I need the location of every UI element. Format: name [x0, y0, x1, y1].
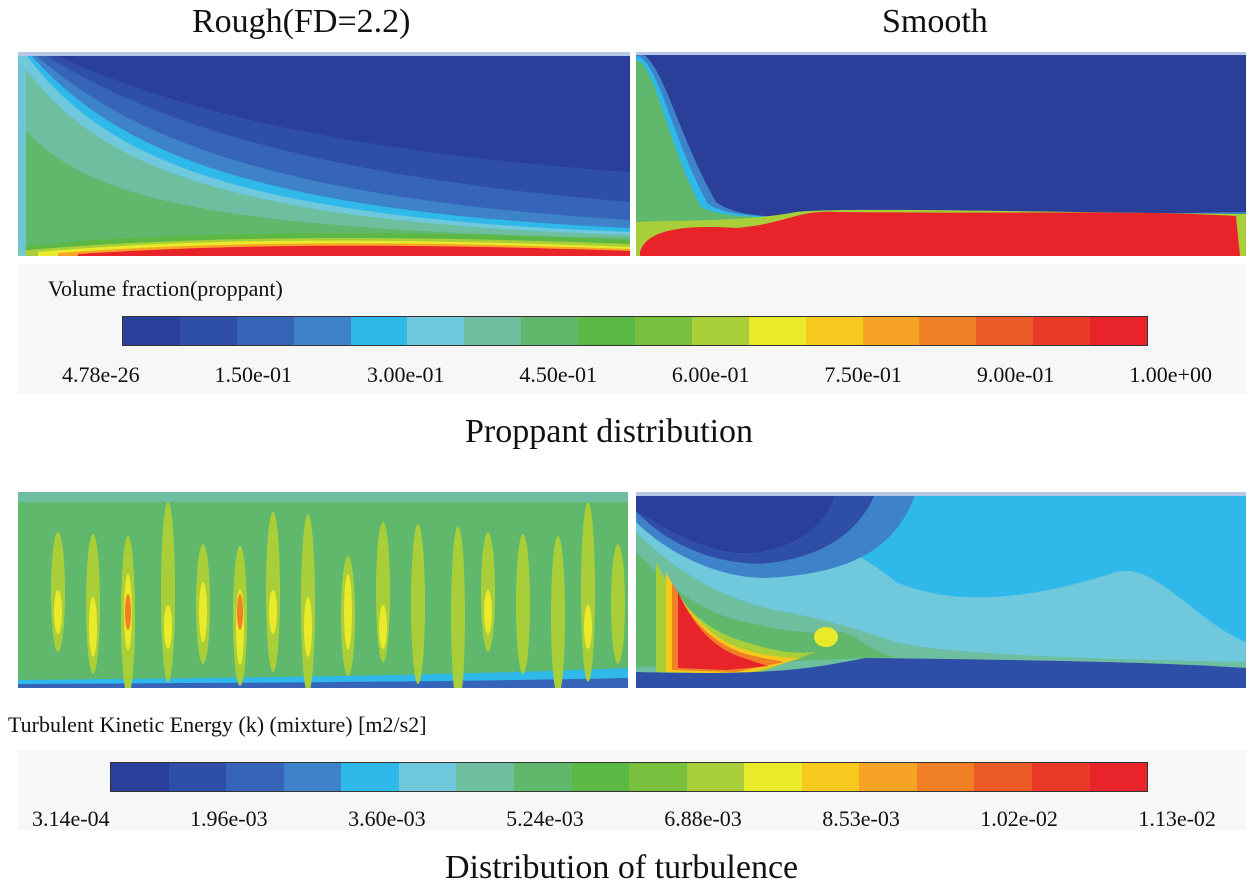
- rough-title: Rough(FD=2.2): [192, 3, 411, 40]
- turbulence-streak-core: [269, 590, 277, 634]
- colorbar-segment: [513, 763, 572, 791]
- turbulence-streak-core: [199, 582, 207, 642]
- colorbar-segment: [350, 317, 408, 345]
- turbulence-section-title: Distribution of turbulence: [445, 849, 799, 886]
- turbulence-streak-core: [344, 574, 352, 650]
- colorbar-segment: [805, 317, 863, 345]
- tick-label: 6.00e-01: [671, 362, 750, 387]
- proppant-colorbar: [122, 316, 1148, 346]
- proppant-section-title: Proppant distribution: [465, 413, 754, 450]
- colorbar-segment: [748, 317, 806, 345]
- turbulence-streak-hot: [237, 594, 243, 630]
- colorbar-segment: [744, 763, 802, 791]
- colorbar-segment: [398, 763, 457, 791]
- colorbar-segment: [916, 763, 975, 791]
- tick-label: 8.53e-03: [822, 806, 900, 831]
- turbulence-streak: [551, 536, 565, 688]
- colorbar-segment: [123, 317, 180, 345]
- turbulence-streak-core: [484, 590, 492, 634]
- tick-label: 6.88e-03: [664, 806, 742, 831]
- colorbar-segment: [341, 763, 399, 791]
- colorbar-segment: [168, 763, 227, 791]
- turbulence-rough-contour: [18, 492, 628, 688]
- turbulence-colorbar-ticks: 3.14e-04 1.96e-03 3.60e-03 5.24e-03 6.88…: [32, 806, 1216, 832]
- turbulence-streak: [161, 502, 175, 682]
- turbulence-streak-core: [584, 605, 592, 649]
- tick-label: 4.50e-01: [519, 362, 597, 387]
- tick-label: 1.96e-03: [190, 806, 268, 831]
- proppant-legend-label: Volume fraction(proppant): [48, 276, 283, 301]
- tick-label: 3.00e-01: [366, 362, 445, 387]
- tick-label: 5.24e-03: [506, 806, 584, 831]
- turbulence-colorbar: [110, 762, 1148, 792]
- colorbar-segment: [635, 317, 692, 345]
- colorbar-segment: [974, 763, 1032, 791]
- turbulence-streak-core: [54, 590, 62, 634]
- turbulence-legend-label: Turbulent Kinetic Energy (k) (mixture) […: [8, 712, 427, 737]
- turbulence-smooth-contour: [636, 492, 1246, 688]
- proppant-rough-contour: [18, 52, 630, 256]
- proppant-colorbar-ticks: 4.78e-26 1.50e-01 3.00e-01 4.50e-01 6.00…: [62, 362, 1212, 388]
- colorbar-segment: [1089, 763, 1148, 791]
- colorbar-segment: [283, 763, 342, 791]
- turbulence-streak-core: [304, 597, 312, 657]
- colorbar-segment: [976, 317, 1034, 345]
- turbulence-streak: [581, 502, 595, 682]
- tick-label: 3.60e-03: [348, 806, 426, 831]
- tick-label: 1.00e+00: [1129, 362, 1212, 387]
- smooth-title: Smooth: [882, 3, 988, 40]
- turbulence-streak-core: [89, 597, 97, 657]
- proppant-smooth-contour: [636, 52, 1246, 256]
- colorbar-segment: [801, 763, 860, 791]
- colorbar-segment: [571, 763, 630, 791]
- colorbar-segment: [1032, 763, 1090, 791]
- colorbar-segment: [293, 317, 351, 345]
- colorbar-segment: [862, 317, 920, 345]
- tick-label: 9.00e-01: [976, 362, 1055, 387]
- colorbar-segment: [1090, 317, 1148, 345]
- colorbar-segment: [407, 317, 465, 345]
- turbulence-streak: [611, 544, 625, 664]
- colorbar-segment: [456, 763, 514, 791]
- tick-label: 3.14e-04: [32, 806, 110, 831]
- tick-label: 4.78e-26: [62, 362, 140, 387]
- colorbar-segment: [578, 317, 636, 345]
- colorbar-segment: [521, 317, 579, 345]
- tick-label: 1.13e-02: [1138, 806, 1216, 831]
- tick-label: 1.02e-02: [980, 806, 1058, 831]
- colorbar-segment: [691, 317, 749, 345]
- colorbar-segment: [686, 763, 745, 791]
- tick-label: 7.50e-01: [824, 362, 902, 387]
- tick-label: 1.50e-01: [214, 362, 293, 387]
- turbulence-streak-core: [379, 605, 387, 649]
- colorbar-segment: [179, 317, 237, 345]
- turbulence-streak: [451, 526, 465, 688]
- colorbar-segment: [1033, 317, 1091, 345]
- colorbar-segment: [919, 317, 977, 345]
- turbulence-streak: [411, 524, 425, 684]
- turbulence-streak: [516, 534, 530, 674]
- colorbar-segment: [236, 317, 294, 345]
- colorbar-segment: [111, 763, 169, 791]
- colorbar-segment: [629, 763, 687, 791]
- colorbar-segment: [226, 763, 284, 791]
- colorbar-segment: [859, 763, 917, 791]
- turbulence-streak-core: [164, 605, 172, 649]
- colorbar-segment: [464, 317, 522, 345]
- turbulence-streak-hot: [125, 594, 131, 630]
